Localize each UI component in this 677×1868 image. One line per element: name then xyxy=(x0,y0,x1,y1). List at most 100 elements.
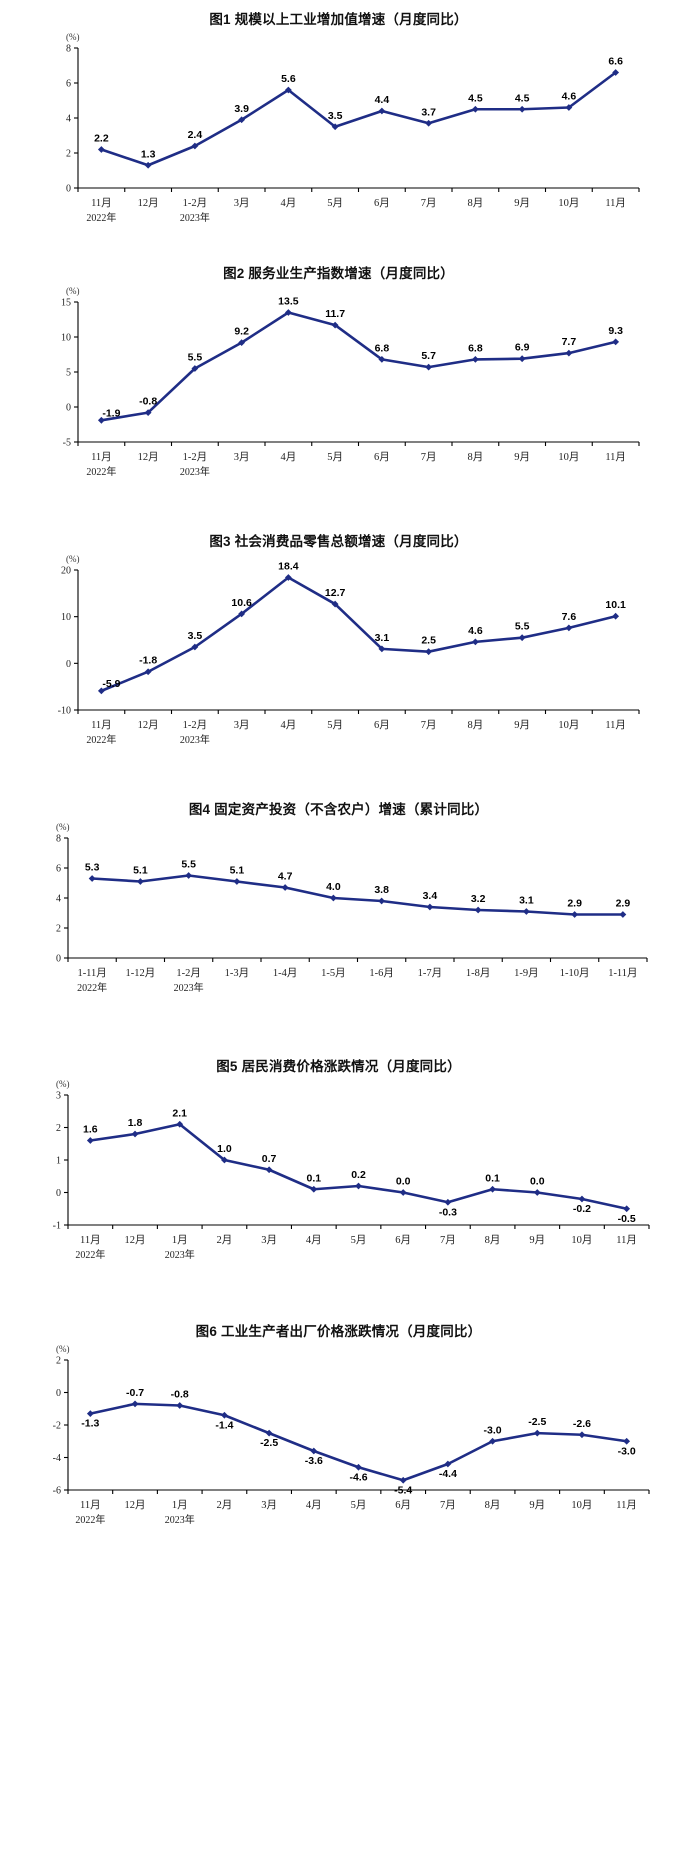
x-axis-year-spacer xyxy=(546,209,593,224)
plot-area: (%) 0 2 4 6 8 5.3 5.1 5.5 5.1 4.7 4.0 3.8 3.4 3.2 3.1 2.… xyxy=(0,822,677,994)
svg-text:-5.9: -5.9 xyxy=(102,678,120,690)
x-axis-year-labels: 2022年 2023年 xyxy=(78,209,639,224)
x-axis-year-spacer xyxy=(381,1246,426,1261)
x-axis-year-spacer xyxy=(291,1246,336,1261)
svg-text:0.0: 0.0 xyxy=(530,1176,545,1188)
svg-text:-4.4: -4.4 xyxy=(439,1468,457,1480)
svg-text:4.5: 4.5 xyxy=(515,92,530,104)
svg-text:3.7: 3.7 xyxy=(421,106,436,118)
x-axis-year-spacer xyxy=(604,1511,649,1526)
svg-text:-5.4: -5.4 xyxy=(394,1484,412,1496)
svg-text:2.9: 2.9 xyxy=(616,898,631,910)
x-axis-year-spacer xyxy=(358,979,406,994)
x-axis-labels: 11月 12月 1月 2月 3月 4月 5月 6月 7月 8月 9月 10月 11月 xyxy=(68,1232,649,1247)
svg-text:10: 10 xyxy=(61,333,71,344)
x-axis-year-spacer xyxy=(261,979,309,994)
svg-text:0: 0 xyxy=(56,1388,61,1399)
svg-text:4: 4 xyxy=(56,894,61,905)
svg-text:8: 8 xyxy=(66,44,71,55)
figure-5: 图5 居民消费价格涨跌情况（月度同比） (%) -1 0 1 2 3 1.6 1.8 2.1 1.0… xyxy=(0,1055,677,1261)
svg-text:-0.3: -0.3 xyxy=(439,1206,457,1218)
x-axis-tick-label: 1-11月 xyxy=(608,968,638,979)
x-axis-tick-label: 11月 xyxy=(605,198,626,209)
x-axis-tick-label: 1-10月 xyxy=(559,968,590,979)
x-axis-tick-label: 1-2月 xyxy=(176,968,201,979)
x-axis-tick-label: 12月 xyxy=(124,1500,146,1511)
svg-text:3.9: 3.9 xyxy=(234,103,249,115)
svg-text:3.2: 3.2 xyxy=(471,893,486,905)
x-axis-tick-label: 4月 xyxy=(305,1500,322,1511)
svg-text:-3.0: -3.0 xyxy=(484,1424,502,1436)
svg-text:5.5: 5.5 xyxy=(515,621,530,633)
x-axis-year-label: 2023年 xyxy=(179,735,210,746)
x-axis-year-spacer xyxy=(312,731,359,746)
svg-text:1.8: 1.8 xyxy=(128,1117,143,1129)
plot-area: (%) 0 2 4 6 8 2.2 1.3 2.4 3.9 5.6 3.5 4.4 3.7 4.5 4.5 4.… xyxy=(0,32,677,224)
x-axis-year-spacer xyxy=(247,1246,292,1261)
line-chart-svg: -1 0 1 2 3 1.6 1.8 2.1 1.0 0.7 0.1 0.2 0.0 -0.3 0.1 0.0… xyxy=(53,1091,650,1231)
x-axis-tick-label: 8月 xyxy=(467,452,484,463)
svg-text:-1.3: -1.3 xyxy=(81,1418,99,1430)
x-axis-year-spacer xyxy=(592,463,639,478)
svg-text:-3.0: -3.0 xyxy=(618,1445,636,1457)
x-axis-tick-label: 1-2月 xyxy=(182,720,208,731)
svg-text:6: 6 xyxy=(66,79,71,90)
svg-text:1.6: 1.6 xyxy=(83,1124,98,1136)
svg-text:1: 1 xyxy=(56,1156,61,1167)
x-axis-year-spacer xyxy=(359,731,406,746)
svg-text:3.1: 3.1 xyxy=(519,895,534,907)
x-axis-year-spacer xyxy=(291,1511,336,1526)
x-axis-year-label: 2022年 xyxy=(86,213,117,224)
svg-text:6.8: 6.8 xyxy=(468,342,483,354)
svg-text:-1.9: -1.9 xyxy=(102,407,120,419)
x-axis-tick-label: 1-11月 xyxy=(77,968,107,979)
x-axis-tick-label: 1-4月 xyxy=(272,968,298,979)
x-axis-year-spacer xyxy=(604,1246,649,1261)
x-axis-tick-label: 1-9月 xyxy=(514,968,539,979)
svg-text:4.6: 4.6 xyxy=(562,91,577,103)
x-axis-tick-label: 7月 xyxy=(439,1235,456,1246)
x-axis-year-spacer xyxy=(560,1511,605,1526)
svg-text:-10: -10 xyxy=(58,706,71,717)
x-axis-year-label: 2023年 xyxy=(173,983,204,994)
x-axis-tick-label: 11月 xyxy=(605,452,626,463)
svg-text:0.1: 0.1 xyxy=(485,1172,500,1184)
x-axis-tick-label: 12月 xyxy=(137,198,159,209)
svg-text:-6: -6 xyxy=(53,1486,61,1497)
svg-text:2.4: 2.4 xyxy=(188,129,203,141)
x-axis-year-spacer xyxy=(336,1511,381,1526)
svg-text:0: 0 xyxy=(66,403,71,414)
y-axis-unit-label: (%) xyxy=(56,822,70,832)
figure-title: 图3 社会消费品零售总额增速（月度同比） xyxy=(209,534,468,549)
svg-text:9.3: 9.3 xyxy=(608,325,623,337)
line-chart-svg: -10 0 10 20 -5.9 -1.8 3.5 10.6 18.4 12.7 3.1 2.5 4.6… xyxy=(58,560,640,717)
x-axis-year-label: 2022年 xyxy=(75,1250,106,1261)
x-axis-tick-label: 11月 xyxy=(80,1235,101,1246)
svg-text:0.1: 0.1 xyxy=(307,1172,322,1184)
x-axis-labels: 11月 12月 1-2月 3月 4月 5月 6月 7月 8月 9月 10月 11月 xyxy=(78,717,639,732)
x-axis-labels: 11月 12月 1月 2月 3月 4月 5月 6月 7月 8月 9月 10月 11月 xyxy=(68,1497,649,1512)
svg-text:5.3: 5.3 xyxy=(85,862,100,874)
x-axis-year-spacer xyxy=(213,979,261,994)
x-axis-year-spacer xyxy=(113,1511,158,1526)
x-axis-year-spacer xyxy=(515,1246,560,1261)
x-axis-year-spacer xyxy=(546,463,593,478)
x-axis-tick-label: 1-3月 xyxy=(224,968,250,979)
svg-text:2.5: 2.5 xyxy=(421,635,436,647)
x-axis-tick-label: 8月 xyxy=(484,1235,501,1246)
svg-text:-0.8: -0.8 xyxy=(171,1389,189,1401)
line-chart-svg: 0 2 4 6 8 2.2 1.3 2.4 3.9 5.6 3.5 4.4 3.7 4.5 4.5 4.6 6.… xyxy=(66,44,640,194)
x-axis-labels: 11月 12月 1-2月 3月 4月 5月 6月 7月 8月 9月 10月 11月 xyxy=(78,449,639,464)
x-axis-year-label: 2023年 xyxy=(179,467,210,478)
plot-area: (%) -5 0 5 10 15 -1.9 -0.8 5.5 9.2 13.5 11.7 6.8 5.7 6… xyxy=(0,286,677,478)
x-axis-tick-label: 4月 xyxy=(280,198,297,209)
x-axis-tick-label: 1-12月 xyxy=(125,968,156,979)
svg-text:5.6: 5.6 xyxy=(281,73,296,85)
x-axis-tick-label: 9月 xyxy=(529,1500,546,1511)
x-axis-year-spacer xyxy=(125,209,172,224)
x-axis-year-label: 2023年 xyxy=(179,213,210,224)
svg-text:3.4: 3.4 xyxy=(423,890,438,902)
svg-text:3.8: 3.8 xyxy=(374,884,389,896)
x-axis-tick-label: 5月 xyxy=(327,198,343,209)
x-axis-tick-label: 4月 xyxy=(280,720,297,731)
